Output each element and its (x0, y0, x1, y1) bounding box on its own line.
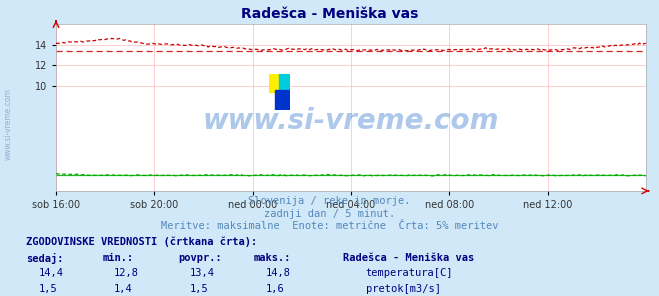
Text: pretok[m3/s]: pretok[m3/s] (366, 284, 441, 294)
Text: 1,5: 1,5 (38, 284, 57, 294)
Text: ZGODOVINSKE VREDNOSTI (črtkana črta):: ZGODOVINSKE VREDNOSTI (črtkana črta): (26, 237, 258, 247)
Text: 13,4: 13,4 (190, 268, 215, 278)
Bar (275, 90, 290, 110)
Text: 1,4: 1,4 (114, 284, 132, 294)
Text: 14,8: 14,8 (266, 268, 291, 278)
Text: sedaj:: sedaj: (26, 253, 64, 264)
Text: 14,4: 14,4 (38, 268, 63, 278)
Text: povpr.:: povpr.: (178, 253, 221, 263)
Text: zadnji dan / 5 minut.: zadnji dan / 5 minut. (264, 209, 395, 219)
Text: Radešca - Meniška vas: Radešca - Meniška vas (343, 253, 474, 263)
Text: www.si-vreme.com: www.si-vreme.com (203, 107, 499, 135)
Bar (269, 74, 279, 92)
Text: temperatura[C]: temperatura[C] (366, 268, 453, 278)
Text: 1,6: 1,6 (266, 284, 284, 294)
Text: Radešca - Meniška vas: Radešca - Meniška vas (241, 7, 418, 21)
Text: Slovenija / reke in morje.: Slovenija / reke in morje. (248, 196, 411, 206)
Text: min.:: min.: (102, 253, 133, 263)
Text: www.si-vreme.com: www.si-vreme.com (3, 89, 13, 160)
Text: Meritve: maksimalne  Enote: metrične  Črta: 5% meritev: Meritve: maksimalne Enote: metrične Črta… (161, 221, 498, 231)
Bar (279, 74, 290, 92)
Text: 1,5: 1,5 (190, 284, 208, 294)
Text: maks.:: maks.: (254, 253, 291, 263)
Text: 12,8: 12,8 (114, 268, 139, 278)
